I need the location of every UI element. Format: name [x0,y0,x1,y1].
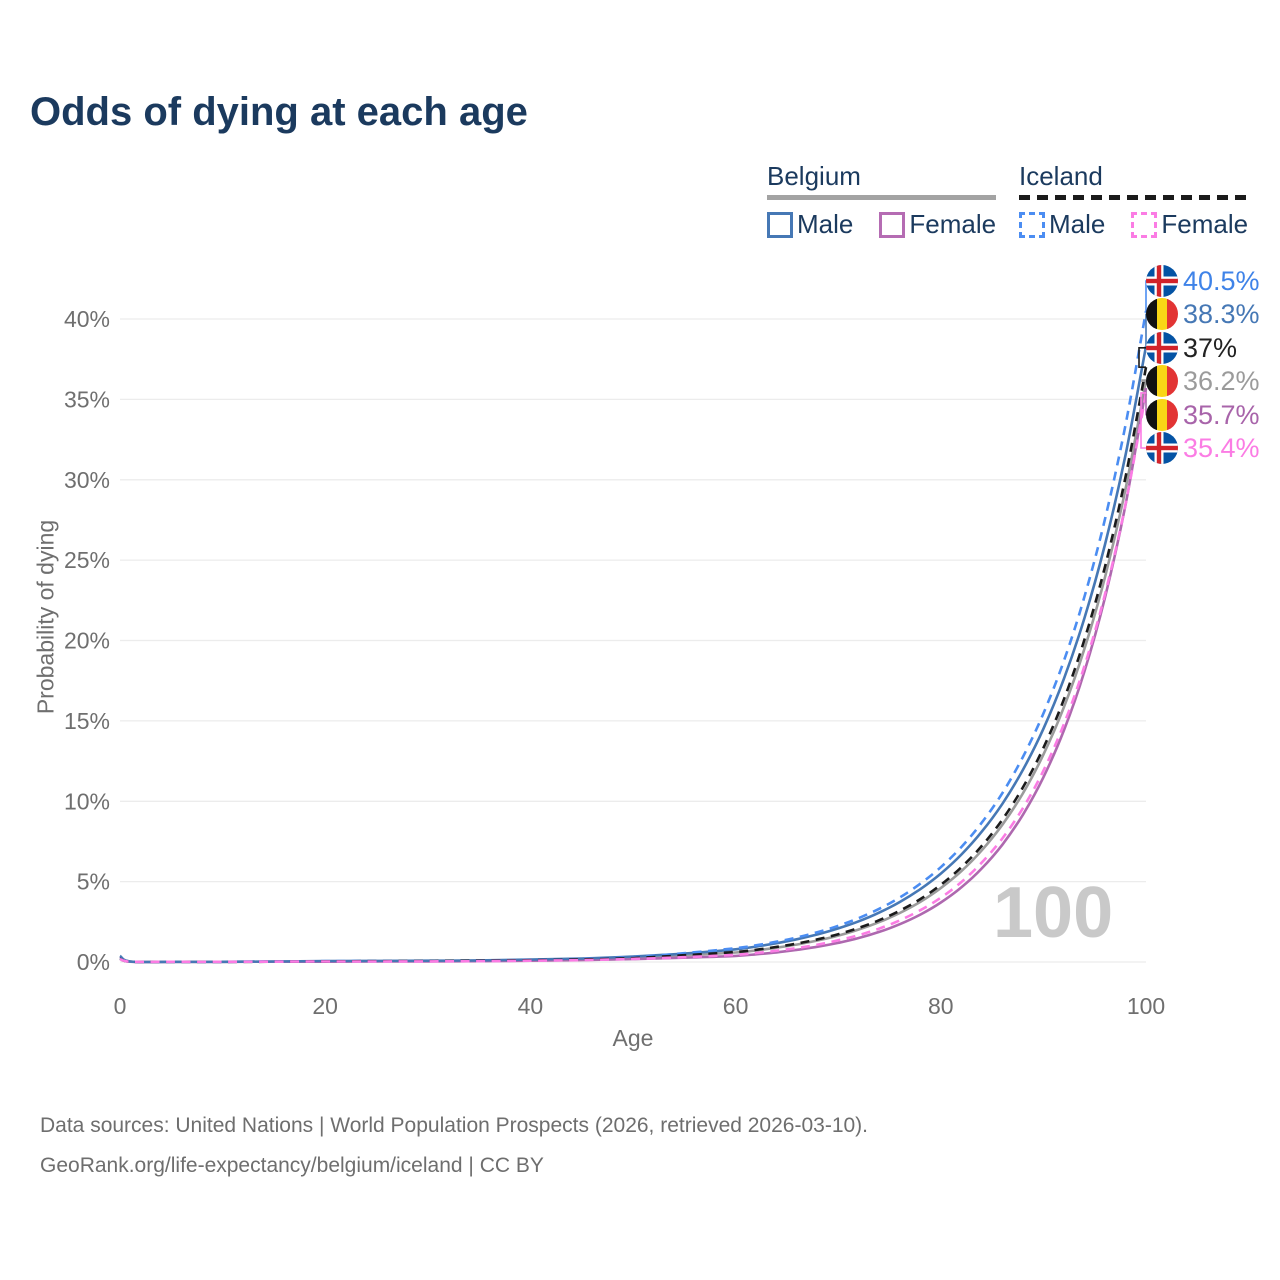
y-tick-label: 5% [77,869,110,895]
iceland-female-swatch-icon [1131,211,1158,238]
end-label-row-belgium-male: 38.3% [1146,298,1260,330]
end-label-value: 38.3% [1183,299,1260,330]
end-label-value: 35.7% [1183,399,1260,430]
end-label-value: 35.4% [1183,433,1260,463]
legend-label: Male [797,209,854,239]
end-label-value: 36.2% [1183,366,1260,397]
x-axis-title: Age [612,1025,654,1051]
source-note: Data sources: United Nations | World Pop… [40,1106,868,1186]
belgium-flag-icon [1146,298,1178,330]
end-label-row-iceland-male: 40.5% [1146,265,1260,297]
series-line-iceland-male [119,310,1148,964]
y-tick-label: 30% [64,467,110,493]
end-label-value: 40.5% [1183,266,1260,296]
source-line-1: Data sources: United Nations | World Pop… [40,1114,869,1137]
iceland-flag-icon [1146,265,1178,297]
legend-label: Female [909,209,997,239]
source-line-2: GeoRank.org/life-expectancy/belgium/icel… [40,1154,544,1177]
y-tick-label: 0% [77,949,110,975]
y-tick-label: 25% [64,547,110,573]
end-label-value: 37% [1183,332,1238,363]
belgium-female-swatch-icon [879,211,906,238]
y-axis-title: Probability of dying [32,519,59,715]
iceland-flag-icon [1146,332,1178,364]
legend-item-belgium-female[interactable]: Female [879,209,996,240]
legend-group-belgium: Belgium Male Female [767,161,997,240]
x-tick-label: 20 [312,993,338,1019]
series-line-iceland-female [119,392,1148,964]
end-label-row-iceland-both: 37% [1146,332,1237,364]
legend-item-iceland-male[interactable]: Male [1019,209,1105,240]
y-tick-label: 10% [64,788,110,814]
x-tick-label: 60 [723,993,749,1019]
x-tick-label: 80 [928,993,954,1019]
belgium-flag-icon [1146,399,1178,431]
legend-item-iceland-female[interactable]: Female [1131,209,1248,240]
belgium-male-swatch-icon [767,211,793,238]
legend-label: Male [1049,209,1106,239]
belgium-solid-line-key [767,195,997,200]
series-line-belgium-male [119,346,1148,964]
y-tick-label: 40% [64,306,110,332]
end-label-row-belgium-both: 36.2% [1146,365,1260,397]
y-tick-label: 15% [64,708,110,734]
x-tick-label: 0 [114,993,127,1019]
series-lines [119,310,1148,964]
legend-item-belgium-male[interactable]: Male [767,209,853,240]
x-tick-label: 100 [1127,993,1165,1019]
legend-title-belgium[interactable]: Belgium [767,161,861,191]
end-label-row-iceland-female: 35.4% [1146,432,1260,464]
legend-group-iceland: Iceland Male Female [1019,161,1249,240]
end-label-row-belgium-female: 35.7% [1146,399,1260,431]
iceland-male-swatch-icon [1019,211,1045,238]
belgium-flag-icon [1146,365,1178,397]
legend-title-iceland[interactable]: Iceland [1019,161,1103,191]
y-tick-label: 20% [64,628,110,654]
legend-label: Female [1161,209,1249,239]
age-watermark: 100 [993,873,1114,953]
iceland-flag-icon [1146,432,1178,464]
x-tick-label: 40 [518,993,544,1019]
iceland-dashed-line-key [1019,195,1249,200]
gridlines [120,318,1146,963]
end-label-connector [1138,347,1152,368]
y-tick-label: 35% [64,386,110,412]
axis-ticks: 0% 5% 10% 15% 20% 25% 30% 35% 40% 0 20 40 60 80 100 [64,306,1165,1019]
page-title: Odds of dying at each age [30,90,528,134]
